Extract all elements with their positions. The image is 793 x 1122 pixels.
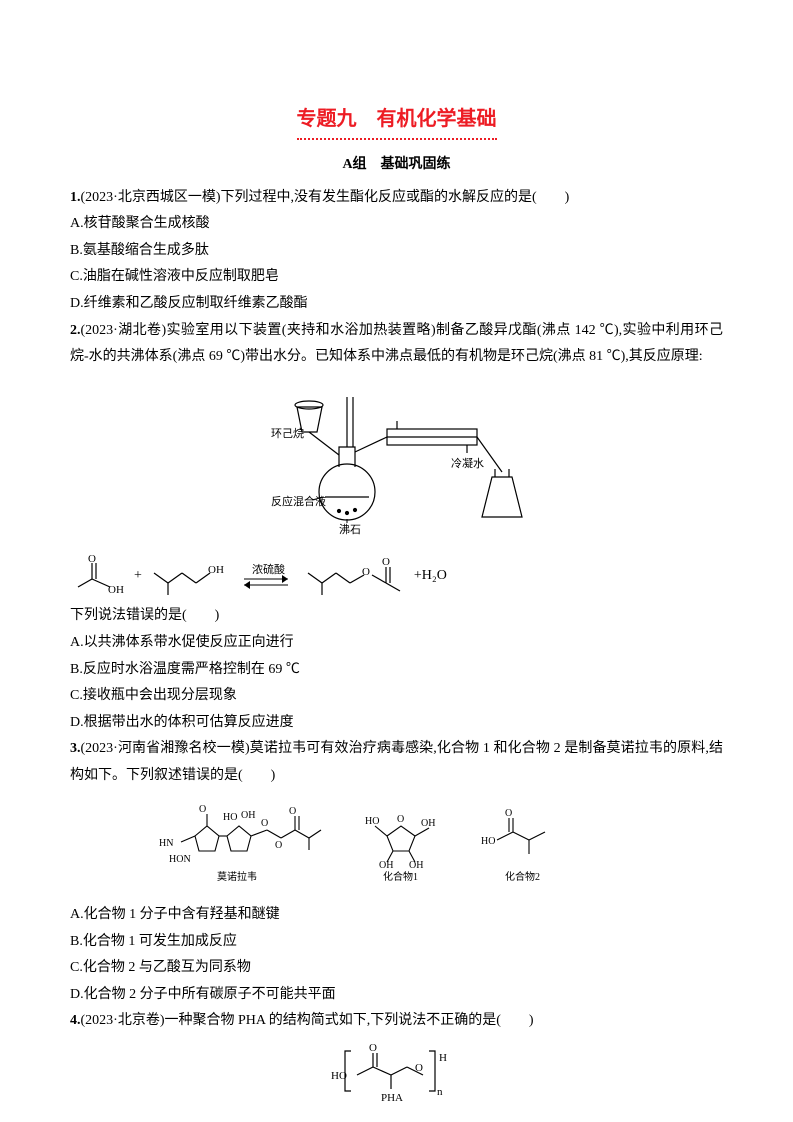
q2-label-b: 反应混合液 — [271, 494, 326, 508]
q2-option-b: B.反应时水浴温度需严格控制在 69 ℃ — [70, 657, 723, 684]
svg-text:HO: HO — [365, 816, 379, 827]
q3-option-b: B.化合物 1 可发生加成反应 — [70, 929, 723, 956]
svg-text:OH: OH — [208, 564, 224, 576]
q4-stem: 4.(2023·北京卷)一种聚合物 PHA 的结构简式如下,下列说法不正确的是(… — [70, 1008, 723, 1035]
q3-structures-figure: HN O HO OH O O O HON HO O OH OH OH HO O … — [70, 796, 723, 897]
q3-stem: 3.(2023·河南省湘豫名校一模)莫诺拉韦可有效治疗病毒感染,化合物 1 和化… — [70, 736, 723, 789]
q2-option-a: A.以共沸体系带水促使反应正向进行 — [70, 630, 723, 657]
q1-option-d: D.纤维素和乙酸反应制取纤维素乙酸酯 — [70, 291, 723, 318]
q1-num: 1. — [70, 190, 81, 205]
svg-text:OH: OH — [241, 810, 255, 821]
q3-option-d: D.化合物 2 分子中所有碳原子不可能共平面 — [70, 982, 723, 1009]
q2-num: 2. — [70, 323, 81, 338]
svg-text:O: O — [289, 806, 296, 817]
eq-tail: +H₂O — [414, 563, 447, 590]
q3-stem-text: (2023·河南省湘豫名校一模)莫诺拉韦可有效治疗病毒感染,化合物 1 和化合物… — [70, 741, 723, 783]
svg-text:O: O — [415, 1062, 423, 1074]
svg-text:HO: HO — [223, 812, 237, 823]
svg-text:HO: HO — [481, 836, 495, 847]
q1-stem: 1.(2023·北京西城区一模)下列过程中,没有发生酯化反应或酯的水解反应的是(… — [70, 185, 723, 212]
svg-text:OH: OH — [379, 860, 393, 871]
q4-label: PHA — [381, 1092, 403, 1104]
svg-text:O: O — [382, 556, 390, 568]
svg-text:HO: HO — [331, 1070, 347, 1082]
svg-text:H: H — [439, 1052, 447, 1064]
svg-text:OH: OH — [409, 860, 423, 871]
eq-cond: 浓硫酸 — [252, 562, 285, 576]
q2-option-d: D.根据带出水的体积可估算反应进度 — [70, 710, 723, 737]
q2-label-a: 环己烷 — [271, 426, 304, 440]
q2-apparatus-figure: 环己烷 反应混合液 沸石 冷凝水 — [70, 377, 723, 548]
page-title: 专题九 有机化学基础 — [297, 100, 497, 140]
q3-option-c: C.化合物 2 与乙酸互为同系物 — [70, 955, 723, 982]
svg-text:O: O — [369, 1042, 377, 1054]
svg-text:O: O — [275, 840, 282, 851]
svg-text:O: O — [199, 804, 206, 815]
eq-plus-1: + — [134, 563, 142, 590]
svg-text:O: O — [505, 808, 512, 819]
q3-label-b: 化合物1 — [383, 870, 418, 883]
q4-stem-text: (2023·北京卷)一种聚合物 PHA 的结构简式如下,下列说法不正确的是( ) — [81, 1013, 534, 1028]
q4-structure-figure: HO O O n H PHA — [70, 1041, 723, 1116]
q2-equation: O OH + OH 浓硫酸 O — [70, 553, 723, 599]
q3-label-c: 化合物2 — [505, 870, 540, 883]
q2-label-d: 冷凝水 — [451, 456, 484, 470]
mol-isoamyl-acetate: O O — [300, 553, 410, 599]
q1-stem-text: (2023·北京西城区一模)下列过程中,没有发生酯化反应或酯的水解反应的是( ) — [81, 190, 570, 205]
group-label: A组 基础巩固练 — [70, 152, 723, 179]
q1-option-a: A.核苷酸聚合生成核酸 — [70, 211, 723, 238]
svg-text:HN: HN — [159, 838, 173, 849]
q1-option-b: B.氨基酸缩合生成多肽 — [70, 238, 723, 265]
svg-text:O: O — [362, 566, 370, 578]
q2-option-c: C.接收瓶中会出现分层现象 — [70, 683, 723, 710]
mol-isoamyl-alcohol: OH — [146, 553, 236, 599]
title-wrap: 专题九 有机化学基础 — [70, 100, 723, 152]
mol-acetic-acid: O OH — [70, 553, 130, 599]
svg-text:O: O — [261, 818, 268, 829]
q4-num: 4. — [70, 1013, 81, 1028]
q2-sub: 下列说法错误的是( ) — [70, 603, 723, 630]
svg-text:O: O — [88, 553, 96, 565]
q3-label-a: 莫诺拉韦 — [217, 870, 257, 883]
q3-option-a: A.化合物 1 分子中含有羟基和醚键 — [70, 902, 723, 929]
svg-text:OH: OH — [421, 818, 435, 829]
q3-num: 3. — [70, 741, 81, 756]
q2-label-c: 沸石 — [339, 523, 361, 536]
q2-stem-text: (2023·湖北卷)实验室用以下装置(夹持和水浴加热装置略)制备乙酸异戊酯(沸点… — [70, 323, 723, 365]
svg-text:n: n — [437, 1086, 443, 1098]
eq-arrow: 浓硫酸 — [240, 561, 296, 591]
q2-stem: 2.(2023·湖北卷)实验室用以下装置(夹持和水浴加热装置略)制备乙酸异戊酯(… — [70, 318, 723, 371]
svg-text:HON: HON — [169, 854, 191, 865]
svg-text:O: O — [397, 814, 404, 825]
q1-option-c: C.油脂在碱性溶液中反应制取肥皂 — [70, 264, 723, 291]
svg-text:OH: OH — [108, 584, 124, 596]
